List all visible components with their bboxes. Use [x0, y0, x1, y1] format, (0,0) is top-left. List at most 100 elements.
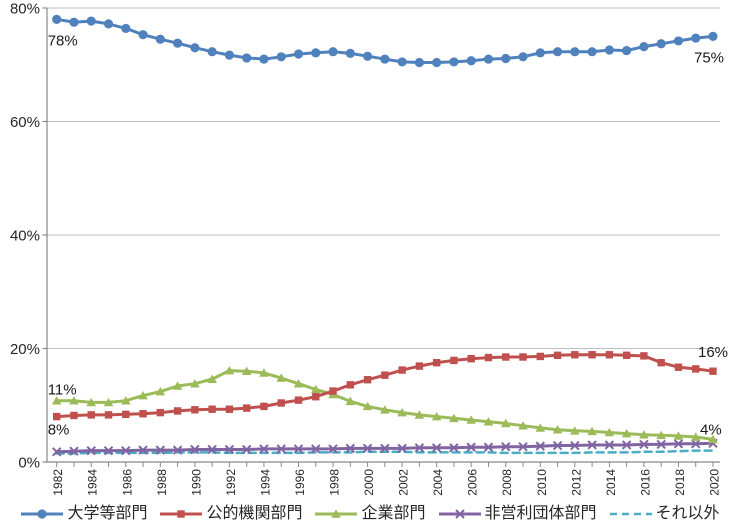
square-marker [588, 351, 596, 359]
x-marker [639, 439, 649, 450]
triangle-marker [431, 412, 442, 421]
triangle-marker [241, 366, 252, 375]
x-marker [241, 444, 252, 455]
circle-marker [432, 57, 442, 68]
square-marker [622, 351, 631, 360]
x-marker [172, 445, 183, 455]
square-marker [692, 365, 700, 373]
square-marker [398, 366, 406, 374]
y-axis-label: 60% [10, 114, 40, 131]
square-marker [571, 351, 579, 359]
x-axis-label: 1994 [258, 469, 272, 496]
x-marker [362, 443, 373, 454]
square-marker [104, 411, 113, 419]
circle-marker [535, 48, 545, 58]
x-marker [345, 443, 356, 454]
circle-marker [69, 17, 79, 27]
legend-item-大学等部門[interactable]: 大学等部門 [20, 506, 147, 522]
x-axis-label: 2002 [397, 469, 411, 496]
square-marker [536, 352, 544, 361]
square-marker [312, 393, 320, 401]
x-marker [51, 447, 62, 457]
triangle-marker [570, 426, 580, 435]
triangle-marker [518, 421, 528, 430]
square-marker [53, 412, 61, 421]
triangle-marker [483, 417, 494, 426]
square-marker [640, 352, 648, 360]
circle-marker [138, 30, 148, 40]
circle-marker [224, 50, 235, 60]
legend-marker [177, 510, 186, 518]
x-marker [673, 439, 684, 449]
x-axis-label: 2000 [362, 469, 376, 496]
circle-marker [622, 45, 632, 56]
square-marker [450, 356, 458, 365]
triangle-marker [621, 429, 632, 438]
y-axis-label: 40% [10, 228, 40, 245]
circle-marker [242, 53, 252, 63]
legend-label: それ以外 [655, 505, 720, 522]
triangle-marker [449, 413, 459, 423]
square-marker [432, 358, 441, 367]
x-axis-label: 1992 [224, 469, 238, 496]
legend-marker [37, 509, 48, 519]
y-axis-label: 80% [10, 1, 40, 18]
square-marker [294, 396, 303, 404]
legend-label: 大学等部門 [67, 505, 148, 522]
triangle-marker [120, 396, 131, 405]
legend-dashed-line-icon [609, 512, 652, 516]
triangle-marker [552, 425, 563, 434]
square-marker [467, 355, 475, 363]
data-label: 75% [694, 49, 724, 66]
x-marker [311, 444, 321, 454]
circle-marker [449, 57, 459, 67]
x-marker [570, 440, 580, 451]
circle-marker [259, 54, 269, 64]
square-marker [70, 411, 78, 420]
data-label: 16% [698, 344, 728, 361]
triangle-marker [587, 426, 597, 436]
legend-circle-icon [21, 509, 64, 519]
square-marker [260, 402, 268, 411]
circle-marker [552, 47, 563, 57]
square-marker [709, 367, 717, 375]
legend-marker [331, 509, 342, 518]
triangle-marker [639, 430, 649, 439]
x-marker [552, 440, 563, 451]
circle-marker [311, 48, 321, 58]
triangle-marker [138, 391, 148, 400]
circle-marker [639, 41, 649, 52]
x-marker [103, 445, 114, 456]
legend-label: 公的機関部門 [206, 505, 303, 522]
legend-item-それ以外[interactable]: それ以外 [609, 506, 720, 522]
circle-marker [518, 52, 528, 62]
y-axis-label: 20% [10, 341, 40, 358]
square-marker [519, 353, 527, 361]
triangle-marker [293, 379, 304, 388]
x-axis-label: 1996 [293, 469, 307, 496]
triangle-marker [190, 379, 200, 388]
x-marker [276, 444, 286, 454]
x-marker [449, 443, 459, 453]
x-axis-label: 2018 [673, 469, 687, 496]
circle-marker [397, 57, 407, 67]
legend-label: 企業部門 [361, 505, 426, 522]
triangle-marker [310, 384, 321, 394]
triangle-marker [397, 408, 407, 417]
square-marker [605, 351, 614, 359]
legend-item-企業部門[interactable]: 企業部門 [314, 505, 426, 522]
x-axis-label: 2012 [569, 469, 583, 496]
x-marker [587, 440, 597, 450]
circle-marker [587, 47, 597, 57]
y-axis-label: 0% [18, 455, 40, 472]
legend-item-非営利団体部門[interactable]: 非営利団体部門 [438, 506, 597, 522]
circle-marker [293, 49, 304, 59]
x-marker [691, 439, 701, 449]
x-marker [69, 446, 79, 456]
data-label: 4% [700, 421, 722, 438]
x-marker [501, 441, 511, 452]
circle-marker [121, 23, 131, 34]
chart-legend: 大学等部門 公的機関部門 企業部門 非営利団体部門 それ以外 [0, 501, 740, 527]
legend-item-公的機関部門[interactable]: 公的機関部門 [159, 506, 302, 522]
